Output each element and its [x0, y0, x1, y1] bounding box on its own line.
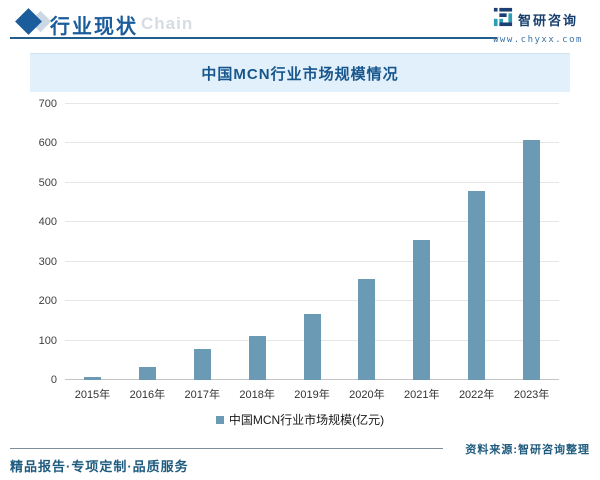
x-tick-label: 2019年	[294, 389, 330, 401]
bar-slot	[230, 104, 285, 380]
footer-tagline: 精品报告·专项定制·品质服务	[10, 459, 189, 474]
bar-2020年	[358, 279, 376, 380]
bar-2021年	[413, 240, 431, 380]
brand-block: 智研咨询 www.chyxx.com	[493, 7, 588, 45]
y-tick-label: 300	[38, 255, 57, 268]
legend-swatch	[215, 415, 224, 424]
bar-2023年	[523, 140, 541, 380]
x-tick-label: 2021年	[404, 389, 440, 401]
legend: 中国MCN行业市场规模(亿元)	[0, 411, 600, 428]
brand-name: 智研咨询	[518, 13, 579, 28]
bar-2022年	[468, 190, 486, 380]
footer-divider	[10, 448, 443, 449]
bar-2017年	[193, 349, 211, 380]
watermark-text: Chain	[141, 14, 194, 33]
brand-url: www.chyxx.com	[493, 35, 583, 45]
gridline	[65, 260, 559, 262]
gridline	[65, 142, 559, 144]
y-tick-label: 0	[50, 374, 57, 386]
chart-title: 中国MCN行业市场规模情况	[201, 65, 399, 83]
y-tick-label: 400	[38, 216, 57, 229]
bar-slot	[120, 104, 175, 380]
section-title: 行业现状	[50, 16, 138, 38]
y-tick-label: 500	[38, 176, 57, 189]
data-source-text: 资料来源:智研咨询整理	[465, 444, 590, 456]
legend-label: 中国MCN行业市场规模(亿元)	[228, 413, 385, 427]
header-divider	[10, 37, 497, 39]
y-tick-label: 100	[38, 334, 57, 347]
bars	[65, 104, 559, 380]
gridline	[65, 300, 559, 302]
bar-slot	[504, 104, 559, 380]
x-tick-label: 2023年	[513, 389, 550, 401]
y-tick-label: 700	[38, 98, 57, 110]
x-tick-label: 2020年	[349, 389, 385, 401]
chart-title-banner: 中国MCN行业市场规模情况	[30, 53, 570, 92]
gridline	[65, 181, 559, 183]
bar-slot	[449, 104, 504, 380]
x-tick-label: 2017年	[184, 389, 220, 401]
plot-area	[65, 103, 559, 380]
bar-slot	[285, 104, 340, 380]
bar-slot	[394, 104, 449, 380]
y-axis-labels: 0 100 200 300 400 500 600 700	[0, 98, 57, 386]
bar-slot	[175, 104, 230, 380]
bar-2018年	[248, 335, 266, 380]
bar-2016年	[138, 367, 156, 380]
bar-slot	[65, 104, 120, 380]
bar-slot	[339, 104, 394, 380]
gridline	[65, 221, 559, 223]
y-tick-label: 600	[38, 137, 57, 150]
x-tick-label: 2015年	[74, 389, 111, 401]
y-tick-label: 200	[38, 295, 57, 308]
gridline	[65, 103, 559, 104]
brand-logo-icon	[493, 7, 513, 32]
x-axis-labels: 2015年 2016年 2017年 2018年 2019年 2020年 2021年 2022年…	[65, 386, 559, 402]
x-tick-label: 2022年	[458, 389, 495, 401]
x-tick-label: 2016年	[129, 389, 166, 401]
bar-2015年	[83, 376, 101, 380]
x-tick-label: 2018年	[239, 389, 275, 401]
bar-2019年	[303, 313, 321, 380]
